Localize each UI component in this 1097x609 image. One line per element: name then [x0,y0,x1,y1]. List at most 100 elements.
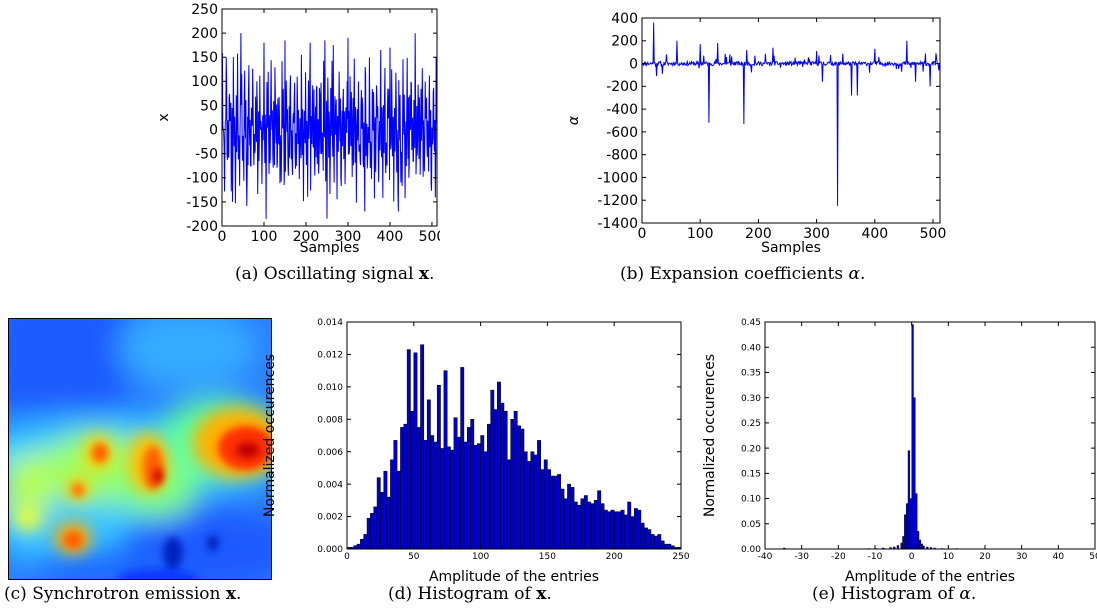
histogram-bar [647,529,652,550]
histogram-bar [630,516,635,550]
histogram-bar [456,436,461,550]
histogram-bar [443,370,448,550]
y-tick-label: 0 [209,122,218,138]
x-tick-label: 400 [861,226,888,242]
x-tick-label: 250 [672,552,689,562]
x-tick-label: 40 [1053,552,1065,562]
histogram-bar [573,501,578,550]
y-tick-label: 100 [191,74,218,90]
histogram-bar [517,425,521,550]
histogram-bar [920,543,923,550]
x-tick-label: 0 [638,226,647,242]
axes-frame [346,321,682,550]
x-tick-label: 100 [472,552,489,562]
histogram-bar [654,535,658,550]
histogram-bar [916,531,920,550]
histogram-bar [911,324,914,550]
plot-area [642,18,940,223]
y-tick-label: -1200 [597,193,638,209]
histogram-bar [393,440,398,550]
histogram-bar [543,459,548,550]
histogram-bar [637,509,642,550]
histogram-bar [918,539,922,550]
histogram-bar [667,543,672,550]
histogram-bar [570,487,575,550]
histogram-bar [540,469,545,550]
histogram-bar [420,344,425,550]
histogram-bar [507,459,511,550]
histogram-bar [500,402,505,550]
x-tick-label: 10 [943,552,955,562]
histogram-bar [907,450,911,550]
y-tick-label: 150 [191,50,218,66]
histogram-bar [356,543,361,550]
y-tick-label: 0.010 [317,383,343,393]
x-tick-label: 100 [687,226,714,242]
y-tick-label: 0.014 [317,318,343,328]
histogram-x: 0 50 100 150 200 250 0.000 0.002 0.004 0.006 0.008… [262,318,690,585]
histogram-bar [360,539,364,550]
histogram-bar [617,511,622,550]
x-tick-label: 0 [344,552,350,562]
x-tick-label: -20 [831,552,846,562]
x-tick-label: -10 [868,552,883,562]
histogram-bar [896,545,900,550]
y-tick-label: -100 [186,171,218,187]
histogram-bar [453,417,458,550]
histogram-bar [396,470,401,550]
histogram-bar [503,410,508,550]
y-tick-label: 0.012 [317,351,343,361]
histogram-bar [610,509,615,550]
y-tick-label: -1000 [597,170,638,186]
axes-frame [641,17,941,224]
signal-line-chart: 0 100 200 300 400 500 -200 -150 -100 -50 0 50 100 150… [156,2,440,256]
histogram-bar [902,536,905,550]
histogram-bar [567,483,572,550]
histogram-bar [490,389,495,550]
x-tick-label: 400 [377,229,404,245]
y-tick-label: 200 [191,26,218,42]
y-tick-label: 200 [611,34,638,50]
histogram-bar [513,410,518,550]
x-tick-label: 0 [909,552,915,562]
histogram-bar [510,419,515,550]
histogram-bar [915,493,918,550]
histogram-bar [550,475,555,550]
histogram-bar [527,461,531,550]
histogram-bar [487,423,491,550]
y-tick-label: -800 [606,148,638,164]
histogram-bar [376,477,381,550]
histogram-bar [480,435,485,550]
synchrotron-heatmap [8,318,272,580]
histogram-bar [650,534,655,550]
y-axis-label: Normalized occurences [262,354,278,517]
histogram-bar [390,459,395,550]
plot-area [765,322,1095,549]
histogram-bar [433,441,438,550]
histogram-bar [905,503,909,550]
y-tick-label: 0.45 [741,318,761,328]
synchrotron-heatmap-image [8,318,272,580]
histogram-bar [587,501,592,550]
x-tick-label: 500 [419,229,440,245]
coefficients-line-chart: 0 100 200 300 400 500 -1400 -1200 -1000 -800 -600 -… [566,11,946,256]
y-tick-label: 0.15 [741,469,761,479]
y-tick-label: 0.35 [741,369,761,379]
histogram-bar [363,534,368,550]
histogram-bar [640,522,645,550]
histogram-bar [547,469,551,550]
y-tick-label: 0.004 [317,480,343,490]
histogram-bar [373,506,378,550]
y-tick-label: 50 [200,98,218,114]
histogram-bar [380,492,384,550]
histogram-bar [557,474,562,550]
histogram-bar [603,509,608,550]
histogram-bar [583,495,588,550]
histogram-bar [460,367,465,550]
histogram-bar [430,435,435,550]
histogram-bar [400,427,405,550]
histogram-alpha: -40 -30 -20 -10 0 10 20 30 40 50 0.00 0.05 0.10 0.15 0… [702,318,1097,585]
y-tick-label: 0.40 [741,343,761,353]
histogram-bar [423,440,428,550]
caption-a: (a) Oscillating signal x. [235,264,435,284]
